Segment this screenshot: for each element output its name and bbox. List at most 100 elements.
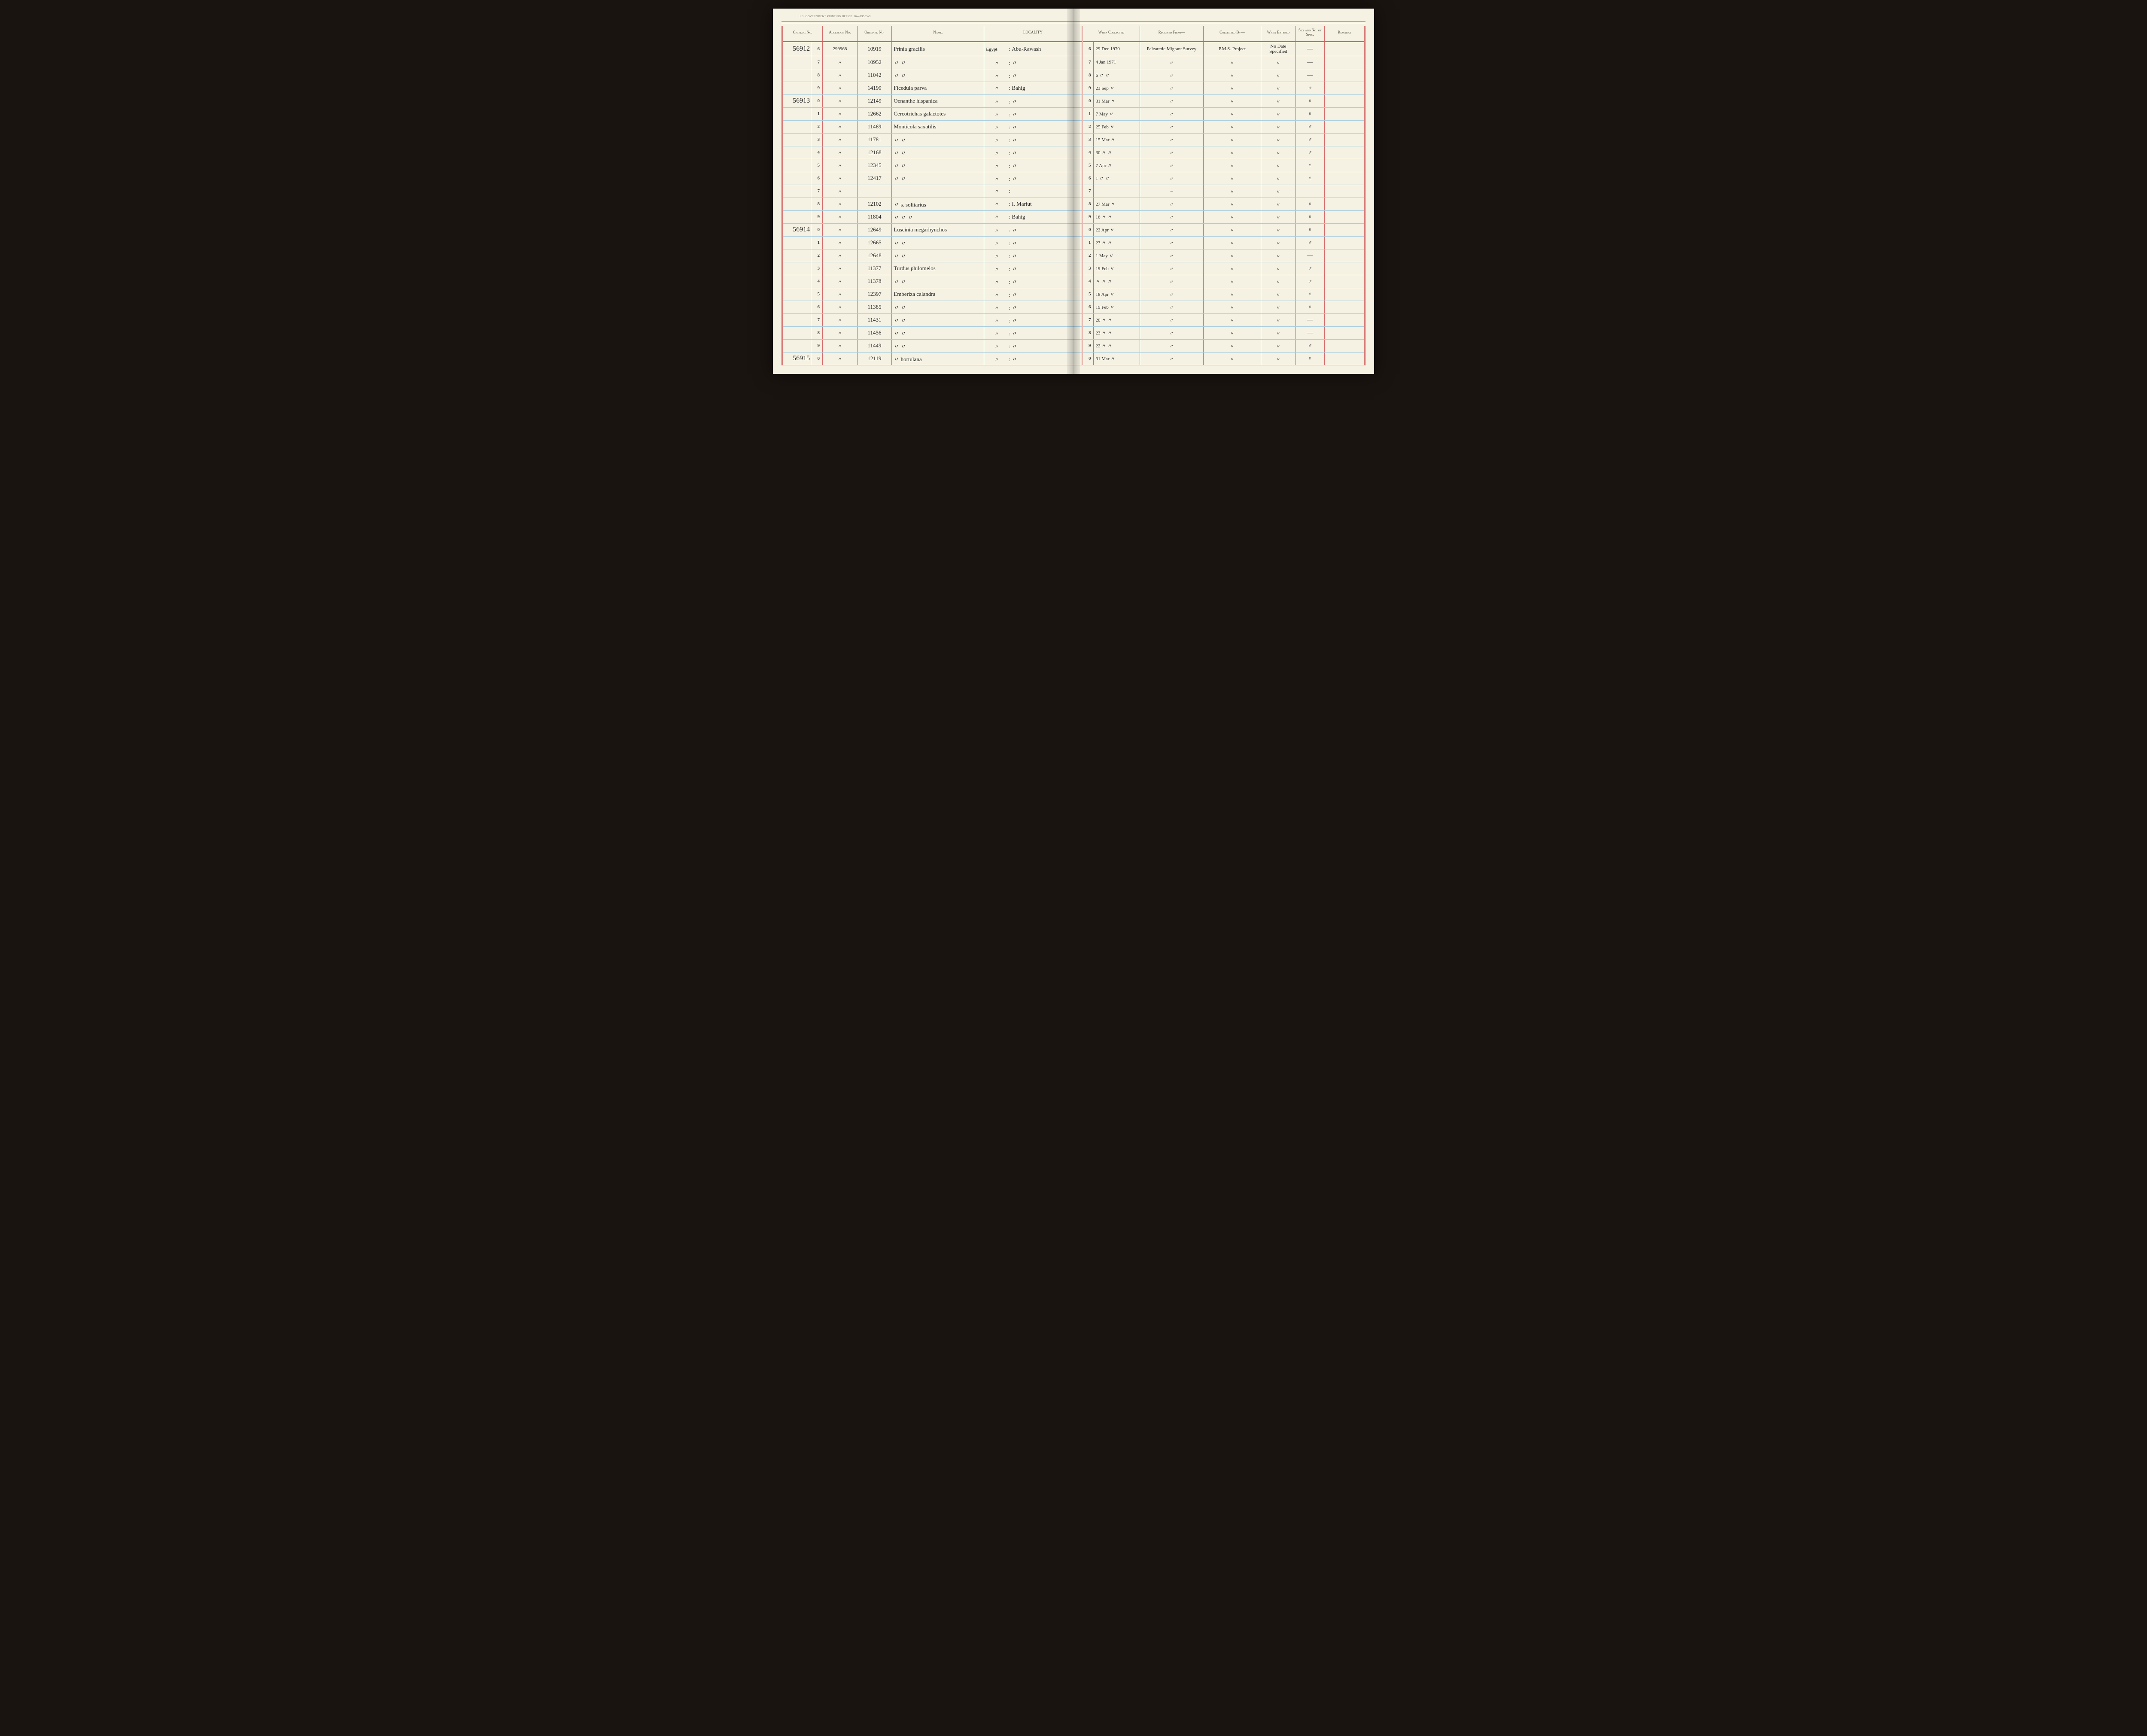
locality: 〃 : 〃 [984,301,1082,313]
catalog-prefix [782,275,811,288]
catalog-prefix [782,288,811,301]
original-no: 11377 [857,262,892,275]
species-name: Turdus philomelos [892,262,984,275]
table-row: 56912629996810919Prinia gracilisEgypt : … [782,42,1365,56]
locality-place: 〃 [1012,58,1017,67]
ledger-table: Catalog No. Accession No. Original No. N… [782,26,1365,365]
sex-spec: — [1295,69,1324,82]
locality: 〃 : 〃 [984,133,1082,146]
table-row: 2〃11469Monticola saxatilis〃 : 〃225 Feb 〃… [782,120,1365,133]
locality-country: 〃 [986,137,1007,143]
original-no: 10952 [857,56,892,69]
catalog-digit-right: 7 [1082,56,1094,69]
species-name: 〃 〃 [892,236,984,249]
catalog-digit: 3 [811,262,823,275]
remarks [1324,69,1365,82]
received-from: 〃 [1140,133,1203,146]
accession-no: 〃 [823,172,858,185]
when-entered: No Date Specified [1261,42,1296,56]
sex-spec: ♂ [1295,82,1324,94]
catalog-digit-right: 3 [1082,262,1094,275]
locality-country: 〃 [986,73,1007,79]
sex-spec: ♂ [1295,262,1324,275]
sex-spec: ♀ [1295,198,1324,210]
when-collected: 1 〃 〃 [1094,172,1140,185]
species-name: Emberiza calandra [892,288,984,301]
sex-spec: ♂ [1295,133,1324,146]
locality-place: 〃 [1012,97,1017,105]
accession-no: 〃 [823,185,858,198]
catalog-digit: 8 [811,198,823,210]
table-row: 9〃11804〃 〃 〃〃 : Bahig916 〃 〃〃〃〃♀ [782,210,1365,223]
remarks [1324,352,1365,365]
locality-country: 〃 [986,356,1007,362]
received-from: 〃 [1140,288,1203,301]
when-entered: 〃 [1261,275,1296,288]
collected-by: 〃 [1203,210,1261,223]
table-row: 9〃14199Ficedula parva〃 : Bahig923 Sep 〃〃… [782,82,1365,94]
when-collected: 22 Apr 〃 [1094,223,1140,236]
sex-spec: — [1295,56,1324,69]
accession-no: 〃 [823,94,858,107]
species-name: 〃 〃 [892,133,984,146]
received-from: 〃 [1140,352,1203,365]
table-body: 56912629996810919Prinia gracilisEgypt : … [782,42,1365,365]
locality-country: 〃 [986,266,1007,272]
col-when-entered: When Entered [1261,26,1296,42]
sex-spec: — [1295,326,1324,339]
locality-country: 〃 [986,279,1007,285]
remarks [1324,301,1365,313]
catalog-prefix [782,159,811,172]
accession-no: 〃 [823,288,858,301]
remarks [1324,198,1365,210]
locality-country: 〃 [986,60,1007,66]
locality: 〃 : 〃 [984,339,1082,352]
when-collected: 20 〃 〃 [1094,313,1140,326]
locality: 〃 : 〃 [984,172,1082,185]
locality-country: 〃 [986,150,1007,156]
col-catalog: Catalog No. [782,26,823,42]
locality-country: 〃 [986,201,1007,207]
species-name: 〃 〃 [892,146,984,159]
locality-country: 〃 [986,227,1007,234]
when-entered: 〃 [1261,249,1296,262]
remarks [1324,56,1365,69]
catalog-digit: 2 [811,120,823,133]
species-name [892,185,984,198]
accession-no: 〃 [823,107,858,120]
locality: 〃 : 〃 [984,326,1082,339]
catalog-digit-right: 8 [1082,326,1094,339]
original-no: 11781 [857,133,892,146]
collected-by: 〃 [1203,56,1261,69]
sex-spec: ♂ [1295,236,1324,249]
catalog-digit: 7 [811,185,823,198]
locality-place: 〃 [1012,252,1017,260]
catalog-digit: 9 [811,82,823,94]
species-name: 〃 〃 [892,313,984,326]
locality-place: 〃 [1012,149,1017,157]
catalog-digit-right: 6 [1082,42,1094,56]
catalog-prefix [782,172,811,185]
remarks [1324,42,1365,56]
sex-spec: ♀ [1295,223,1324,236]
table-row: 6〃12417〃 〃〃 : 〃61 〃 〃〃〃〃♀ [782,172,1365,185]
accession-no: 〃 [823,352,858,365]
catalog-digit: 6 [811,301,823,313]
locality: Egypt : Abu-Rawash [984,42,1082,56]
collected-by: 〃 [1203,172,1261,185]
collected-by: 〃 [1203,198,1261,210]
accession-no: 〃 [823,210,858,223]
locality: 〃 : 〃 [984,262,1082,275]
species-name: 〃 〃 [892,339,984,352]
table-row: 569140〃12649Luscinia megarhynchos〃 : 〃02… [782,223,1365,236]
col-accession: Accession No. [823,26,858,42]
when-collected: 4 Jan 1971 [1094,56,1140,69]
received-from: 〃 [1140,198,1203,210]
catalog-digit-right: 1 [1082,107,1094,120]
col-sex: Sex and No. of Spec. [1295,26,1324,42]
catalog-prefix: 56914 [782,223,811,236]
accession-no: 〃 [823,146,858,159]
collected-by: 〃 [1203,249,1261,262]
catalog-prefix [782,133,811,146]
received-from: 〃 [1140,249,1203,262]
